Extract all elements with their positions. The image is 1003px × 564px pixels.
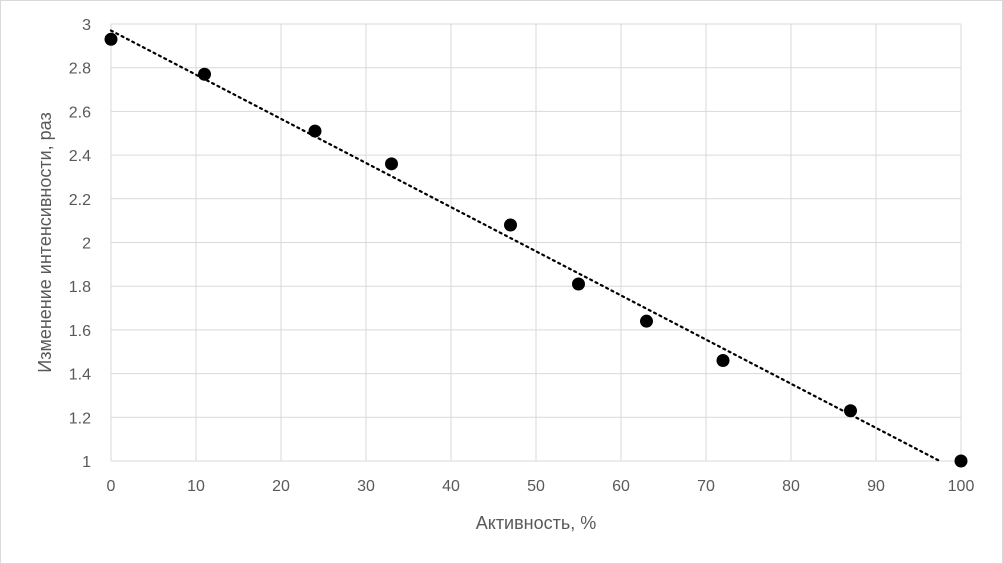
y-tick-label: 2.6 xyxy=(69,104,91,121)
x-tick-label: 100 xyxy=(948,478,975,495)
data-point xyxy=(716,353,730,367)
trendline xyxy=(109,29,941,463)
data-point xyxy=(504,218,517,232)
x-tick-label: 70 xyxy=(697,478,715,495)
y-tick-label: 1.8 xyxy=(69,279,91,296)
data-point xyxy=(844,404,857,418)
data-point xyxy=(104,32,118,46)
x-tick-label: 30 xyxy=(357,478,375,495)
x-tick-label: 50 xyxy=(527,478,545,495)
gridlines xyxy=(110,23,962,462)
y-tick-label: 1.2 xyxy=(69,410,91,427)
y-tick-label: 2.2 xyxy=(69,192,91,209)
y-tick-label: 1.6 xyxy=(69,323,91,340)
y-tick-label: 2.8 xyxy=(69,61,91,78)
x-tick-labels: 0 10 20 30 40 50 60 70 80 90 100 xyxy=(107,478,975,495)
y-axis-title: Изменение интенсивности, раз xyxy=(35,112,55,372)
data-point xyxy=(308,124,322,138)
x-tick-label: 90 xyxy=(867,478,885,495)
x-tick-label: 10 xyxy=(187,478,205,495)
x-tick-label: 80 xyxy=(782,478,800,495)
x-tick-label: 0 xyxy=(107,478,116,495)
data-point xyxy=(198,67,211,81)
x-axis-title: Активность, % xyxy=(476,513,597,533)
x-tick-label: 40 xyxy=(442,478,460,495)
data-point xyxy=(954,454,968,468)
x-tick-label: 60 xyxy=(612,478,630,495)
data-point xyxy=(640,314,653,328)
trendline-layer xyxy=(109,29,941,463)
y-tick-label: 2 xyxy=(82,236,91,253)
data-point xyxy=(385,157,398,171)
data-point xyxy=(572,277,585,291)
y-tick-label: 2.4 xyxy=(69,148,91,165)
data-points xyxy=(104,32,968,468)
x-tick-label: 20 xyxy=(272,478,290,495)
y-tick-labels: 1 1.2 1.4 1.6 1.8 2 2.2 2.4 2.6 2.8 3 xyxy=(69,17,91,471)
y-tick-label: 1 xyxy=(82,454,91,471)
y-tick-label: 3 xyxy=(82,17,91,34)
y-tick-label: 1.4 xyxy=(69,367,91,384)
